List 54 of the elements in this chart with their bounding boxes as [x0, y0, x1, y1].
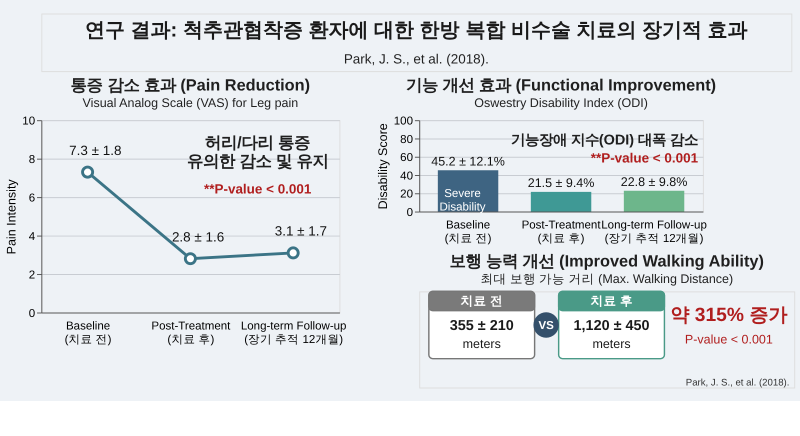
text: Park, J. S., et al. (2018).	[686, 378, 790, 389]
y-tick-label: 10	[22, 116, 36, 128]
data-label: 21.5 ± 9.4%	[528, 176, 594, 190]
text: 약 315% 증가	[670, 305, 788, 326]
annotation: Severe Disability	[439, 188, 486, 214]
text: meters	[592, 337, 631, 352]
point	[286, 246, 300, 260]
text: 치료 후	[590, 294, 633, 308]
text: 보행 능력 개선 (Improved Walking Ability)	[450, 252, 764, 271]
text: Park, J. S., et al. (2018).	[344, 51, 489, 66]
y-axis-title: Pain Intensity	[4, 178, 19, 254]
text: 355 ± 210	[450, 318, 514, 334]
annotation: **P-value < 0.001	[204, 181, 312, 196]
text: 1,120 ± 450	[574, 318, 650, 334]
y-tick-label: 20	[400, 188, 413, 201]
chart-title: 통증 감소 효과 (Pain Reduction)	[70, 76, 310, 94]
y-tick-label: 100	[394, 116, 413, 128]
x-tick-label: Baseline (치료 전)	[64, 320, 112, 346]
data-label: 45.2 ± 12.1%	[431, 154, 505, 168]
text: 최대 보행 가능 거리 (Max. Walking Distance)	[480, 272, 734, 286]
y-tick-label: 2	[28, 269, 36, 282]
data-label: 3.1 ± 1.7	[274, 224, 327, 239]
data-label: 22.8 ± 9.8%	[620, 174, 688, 189]
text: VS	[538, 320, 554, 332]
data-label: 7.3 ± 1.8	[69, 142, 122, 158]
point	[81, 166, 94, 179]
x-tick-label: Long-term Follow-up (장기 추적 12개월)	[240, 320, 346, 346]
x-tick-label: Post-Treatment (치료 후)	[522, 219, 602, 245]
y-tick-label: 40	[400, 170, 413, 182]
y-tick-label: 80	[400, 134, 413, 146]
x-tick-label: Long-term Follow-up (장기 추적 12개월)	[601, 219, 707, 245]
point	[184, 252, 197, 266]
y-tick-label: 4	[28, 230, 36, 243]
data-label: 2.8 ± 1.6	[172, 229, 224, 244]
y-tick-label: 0	[28, 308, 36, 320]
y-axis-title: Disability Score	[376, 123, 390, 210]
y-tick-label: 60	[400, 152, 413, 164]
y-tick-label: 0	[406, 206, 413, 219]
bar	[624, 190, 684, 212]
chart-subtitle: Oswestry Disability Index (ODI)	[474, 96, 648, 110]
x-tick-label: Post-Treatment (치료 후)	[151, 320, 232, 346]
text: 연구 결과: 척추관협착증 환자에 대한 한방 복합 비수술 치료의 장기적 효과	[84, 20, 748, 42]
text: meters	[462, 337, 501, 352]
annotation: **P-value < 0.001	[590, 150, 699, 166]
chart-subtitle: Visual Analog Scale (VAS) for Leg pain	[82, 96, 298, 110]
x-tick-label: Baseline (치료 전)	[444, 219, 492, 245]
bar	[530, 192, 592, 212]
y-tick-label: 8	[28, 154, 36, 166]
y-tick-label: 6	[28, 192, 36, 204]
annotation: 허리/다리 통증 유의한 감소 및 유지	[186, 134, 329, 170]
text: 치료 전	[460, 294, 503, 308]
text: P-value < 0.001	[684, 332, 773, 346]
chart-title: 기능 개선 효과 (Functional Improvement)	[406, 76, 716, 94]
annotation: 기능장애 지수(ODI) 대폭 감소	[510, 132, 698, 148]
